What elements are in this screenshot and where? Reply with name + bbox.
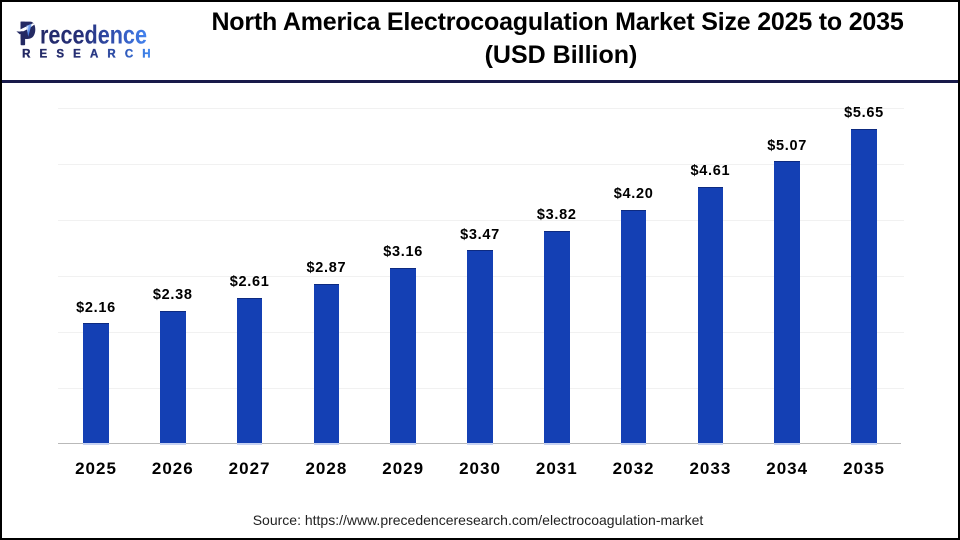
svg-text:RESEARCH: RESEARCH — [22, 49, 151, 61]
svg-text:recedence: recedence — [40, 20, 147, 50]
